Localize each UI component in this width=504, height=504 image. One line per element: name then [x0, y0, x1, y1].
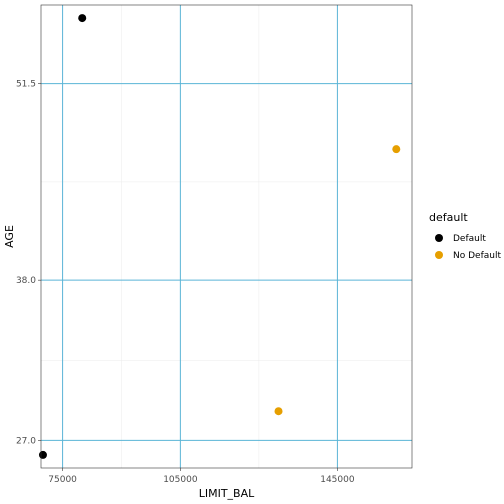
plot-panel — [38, 4, 413, 469]
legend-items: Default No Default — [435, 234, 501, 261]
data-point — [274, 407, 283, 416]
legend-label: Default — [453, 234, 486, 244]
minor-grid — [41, 5, 412, 468]
panel-background — [41, 5, 412, 468]
legend: default Default No Default — [429, 211, 501, 261]
data-point — [78, 14, 87, 23]
y-axis-ticks: 27.0 38.0 51.5 — [16, 80, 41, 446]
y-tick-label: 38.0 — [16, 276, 36, 286]
y-tick-label: 27.0 — [16, 436, 36, 446]
legend-key — [435, 251, 443, 259]
y-axis-title: AGE — [3, 225, 16, 248]
data-point — [38, 450, 47, 459]
x-tick-label: 145000 — [320, 475, 355, 485]
panel-border — [40, 4, 413, 469]
legend-title: default — [429, 211, 468, 224]
legend-key — [435, 234, 443, 242]
y-tick-label: 51.5 — [16, 80, 36, 90]
x-axis-ticks: 75000 105000 145000 — [48, 468, 355, 485]
x-tick-label: 105000 — [163, 475, 198, 485]
x-tick-label: 75000 — [48, 475, 77, 485]
legend-label: No Default — [453, 251, 501, 261]
x-axis-title: LIMIT_BAL — [199, 487, 255, 500]
data-point — [392, 145, 401, 154]
major-grid — [41, 5, 412, 468]
data-points — [38, 14, 401, 459]
